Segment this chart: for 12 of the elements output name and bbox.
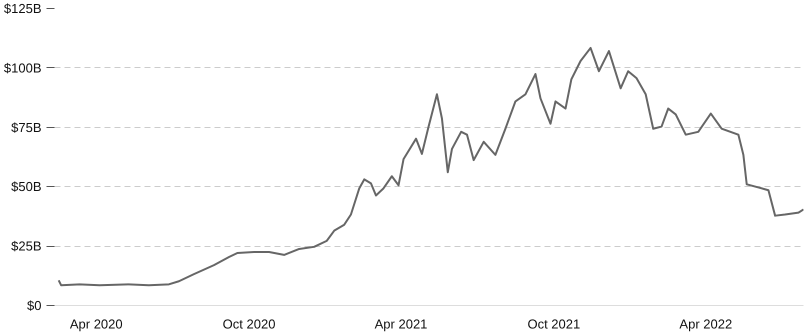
- x-tick-label: Apr 2020: [70, 316, 123, 332]
- line-series: [58, 46, 804, 286]
- x-tick-label: Oct 2020: [222, 316, 276, 332]
- x-tick-label: Oct 2021: [527, 316, 580, 332]
- y-tick-label: $25B: [11, 238, 42, 254]
- y-tick-label: $75B: [11, 120, 42, 135]
- y-tick-label: $125B: [4, 1, 42, 16]
- x-tick-label: Apr 2022: [679, 316, 732, 332]
- y-tick-label: $100B: [4, 60, 42, 76]
- y-tick-label: $0: [27, 298, 42, 313]
- y-tick-label: $50B: [11, 179, 42, 194]
- x-tick-label: Apr 2021: [374, 316, 428, 332]
